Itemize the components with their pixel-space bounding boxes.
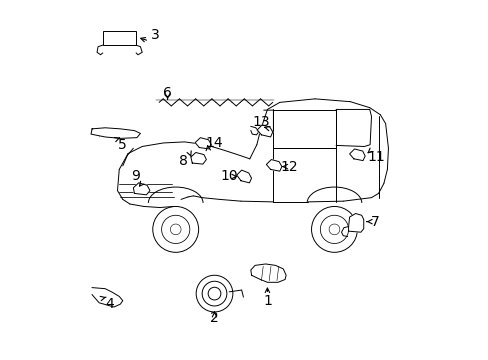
Text: 4: 4 — [105, 297, 114, 311]
FancyBboxPatch shape — [102, 31, 136, 45]
Polygon shape — [349, 149, 365, 161]
Text: 11: 11 — [367, 150, 385, 164]
Text: 8: 8 — [179, 154, 188, 168]
Polygon shape — [257, 125, 272, 137]
Polygon shape — [91, 128, 140, 138]
Text: 6: 6 — [163, 86, 172, 99]
Polygon shape — [92, 288, 122, 307]
Text: 7: 7 — [370, 215, 379, 229]
Polygon shape — [190, 153, 206, 164]
Text: 10: 10 — [221, 170, 238, 184]
Text: 13: 13 — [252, 115, 270, 129]
Polygon shape — [195, 138, 211, 149]
Polygon shape — [133, 183, 150, 195]
Text: 1: 1 — [263, 294, 271, 308]
Text: 12: 12 — [280, 159, 298, 174]
Text: 14: 14 — [205, 136, 223, 150]
Polygon shape — [348, 213, 363, 232]
Text: 2: 2 — [210, 311, 219, 325]
Polygon shape — [250, 264, 285, 282]
Polygon shape — [236, 170, 251, 183]
Text: 5: 5 — [118, 139, 127, 152]
Polygon shape — [266, 159, 281, 171]
Text: 9: 9 — [131, 170, 140, 184]
Text: 3: 3 — [151, 28, 160, 42]
